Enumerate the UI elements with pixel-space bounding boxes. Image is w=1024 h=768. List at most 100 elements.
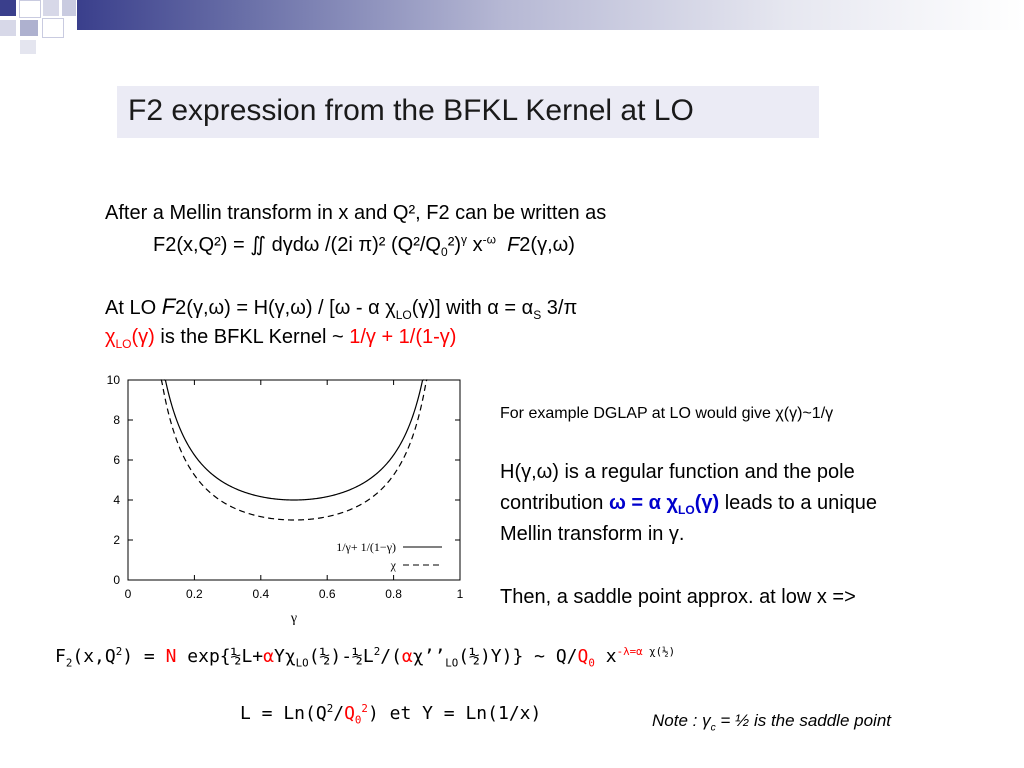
lf-p1-sup: 2 [326, 702, 334, 715]
bf-p10: x [594, 646, 617, 667]
kernel-line: χLO(γ) is the BFKL Kernel ~ 1/γ + 1/(1-γ… [105, 326, 456, 351]
header-square-3 [43, 0, 59, 16]
h-line2-suffix: leads to a unique [719, 492, 878, 514]
bf-p6-sup: 2 [373, 645, 381, 658]
formula-lhs: F2(x,Q²) = ∬ dγdω /(2i π)² (Q²/Q [153, 234, 441, 256]
h-line2-blue-sub: LO [678, 503, 695, 517]
h-line-3: Mellin transform in γ. [500, 523, 685, 545]
header-square-5 [20, 20, 38, 36]
atlo-F: F [161, 294, 176, 319]
lf-Q0-sub: 0 [354, 713, 362, 727]
formula-x: x [467, 234, 483, 256]
bf-p3: ) = [122, 646, 166, 667]
x-tick-label: 0 [125, 587, 132, 601]
formula-F: F [507, 234, 520, 256]
lf-Q0: Q [344, 703, 355, 724]
atlo-after: (γ)] with α = α [411, 297, 534, 319]
atlo-sub-lo: LO [395, 308, 412, 322]
intro-line: After a Mellin transform in x and Q², F2… [105, 202, 607, 224]
kernel-red: 1/γ + 1/(1-γ) [349, 326, 457, 348]
l-y-formula: L = Ln(Q2/Q02) et Y = Ln(1/x) [240, 702, 541, 727]
header-square-1 [0, 0, 16, 16]
h-line-1: H(γ,ω) is a regular function and the pol… [500, 461, 855, 483]
lf-p2: / [333, 703, 345, 724]
bf-Q0: Q [577, 646, 589, 667]
x-tick-label: 1 [457, 587, 464, 601]
bf-p5: Yχ [273, 646, 296, 667]
series-line-2 [160, 379, 428, 521]
f2-saddle-formula: F2(x,Q2) = N exp{½L+αYχLO(½)-½L2/(αχ’’LO… [55, 645, 675, 670]
bf-sup-black: χ(½) [642, 645, 676, 658]
atlo-end: 3/π [541, 297, 578, 319]
bf-p1-sub: 2 [65, 656, 73, 670]
x-tick-label: 0.2 [186, 587, 203, 601]
header-square-4 [0, 20, 16, 36]
bf-p1: F [55, 646, 66, 667]
y-tick-label: 10 [107, 373, 121, 387]
y-tick-label: 6 [113, 453, 120, 467]
legend-label-1: 1/γ+ 1/(1−γ) [336, 540, 396, 554]
saddle-note: Note : γc = ½ is the saddle point [652, 711, 891, 733]
bf-p9: (½)Y)} ~ Q/ [458, 646, 578, 667]
formula-tail: 2(γ,ω) [519, 234, 575, 256]
header-square-6 [42, 18, 64, 38]
chart-lines [160, 379, 428, 521]
bf-p8-sub: LO [445, 656, 459, 670]
chi-red: χ [105, 326, 116, 348]
bf-p8: χ’’ [412, 646, 446, 667]
y-tick-label: 0 [113, 573, 120, 587]
x-tick-label: 0.8 [385, 587, 402, 601]
saddle-line: Then, a saddle point approx. at low x => [500, 586, 856, 608]
bf-p2-sup: 2 [115, 645, 123, 658]
x-axis-label: γ [290, 611, 297, 626]
y-tick-label: 8 [113, 413, 120, 427]
bf-p6: (½)-½L [308, 646, 374, 667]
formula-sub0: 0 [441, 245, 448, 259]
bf-p4: exp{½L+ [176, 646, 264, 667]
formula-sup-omega: -ω [482, 232, 496, 247]
h-line2-blue: ω = α χ [608, 492, 679, 514]
bf-alpha: α [263, 646, 274, 667]
kernel-text: is the BFKL Kernel ~ [154, 326, 350, 348]
bf-p2: (x,Q [72, 646, 116, 667]
at-lo-line: At LO F2(γ,ω) = H(γ,ω) / [ω - α χLO(γ)] … [105, 294, 577, 322]
atlo-sub-s: S [533, 308, 542, 322]
y-tick-label: 4 [113, 493, 120, 507]
formula-sup-gamma: γ [461, 232, 468, 247]
bf-alpha2: α [401, 646, 413, 667]
h-line2-blue-arg: (γ) [694, 492, 720, 514]
header-square-8 [20, 40, 36, 54]
lf-p3: ) et Y = Ln(1/x) [367, 703, 542, 724]
x-tick-label: 0.4 [252, 587, 269, 601]
note-sub: c [710, 722, 716, 734]
h-line2-prefix: contribution [500, 492, 609, 514]
header-gradient-bar [77, 0, 1024, 30]
header-square-2 [19, 0, 41, 18]
chi-sub: LO [115, 337, 132, 351]
title-box [117, 86, 819, 138]
bf-Q0-sub: 0 [588, 656, 595, 670]
h-line-2: contribution ω = α χLO(γ) leads to a uni… [500, 492, 877, 517]
plot-frame [127, 379, 461, 581]
lf-Q0-sup: 2 [361, 702, 368, 715]
bf-sup-red: -λ=α [616, 645, 643, 658]
note-p1: Note : γ [652, 711, 711, 730]
bf-p5-sub: LO [295, 656, 309, 670]
chart-legend: 1/γ+ 1/(1−γ) χ [336, 540, 442, 572]
slide-title: F2 expression from the BFKL Kernel at LO [128, 94, 694, 127]
formula-mid: ²) [447, 234, 462, 256]
atlo-prefix: At LO [105, 297, 162, 319]
legend-label-2: χ [390, 558, 397, 572]
bf-N: N [165, 646, 177, 667]
dglap-note: For example DGLAP at LO would give χ(γ)~… [500, 405, 834, 422]
y-tick-label: 2 [113, 533, 120, 547]
integral-formula: F2(x,Q²) = ∬ dγdω /(2i π)² (Q²/Q0²)γ x-ω… [153, 232, 575, 259]
series-line-1 [163, 379, 425, 501]
chi-red-arg: (γ) [131, 326, 155, 348]
note-p2: = ½ is the saddle point [715, 711, 891, 730]
x-tick-label: 0.6 [319, 587, 336, 601]
header-square-7 [62, 0, 76, 16]
bf-p7: /( [380, 646, 402, 667]
